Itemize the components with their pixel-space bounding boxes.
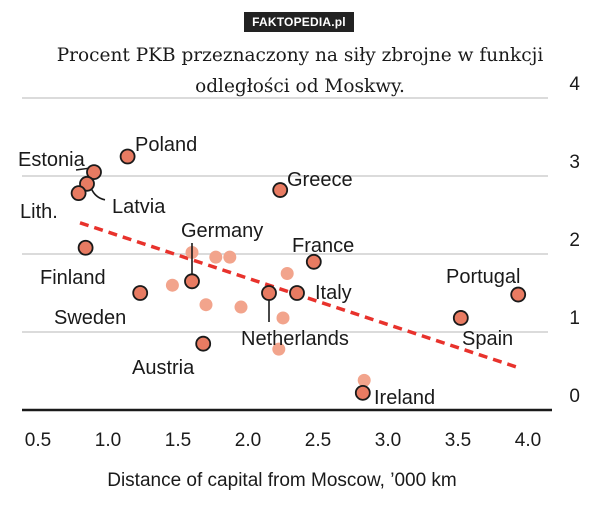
point-poland: [119, 148, 136, 165]
label-estonia: Estonia: [18, 149, 86, 171]
y-tick-label-3: 3: [569, 152, 580, 173]
x-tick-label-2.0: 2.0: [235, 430, 261, 451]
point-unlabeled-2: [209, 250, 223, 264]
label-latvia: Latvia: [112, 196, 166, 218]
x-tick-label-3.5: 3.5: [445, 430, 471, 451]
label-france: France: [292, 235, 354, 257]
point-unlabeled-7: [280, 267, 294, 280]
label-ireland: Ireland: [374, 387, 435, 409]
x-tick-label-1.5: 1.5: [165, 430, 191, 451]
caption: Procent PKB przeznaczony na siły zbrojne…: [0, 40, 600, 102]
x-tick-label-4.0: 4.0: [515, 430, 541, 451]
point-finland: [77, 239, 94, 256]
y-tick-label-1: 1: [569, 308, 580, 329]
x-tick-label-0.5: 0.5: [25, 430, 51, 451]
x-axis-title: Distance of capital from Moscow, ’000 km: [107, 470, 457, 491]
point-sweden: [132, 285, 149, 301]
label-finland: Finland: [40, 267, 106, 289]
label-sweden: Sweden: [54, 307, 126, 329]
point-france: [305, 253, 322, 270]
y-tick-label-4: 4: [569, 74, 580, 95]
label-netherlands: Netherlands: [241, 328, 349, 350]
point-unlabeled-8: [276, 311, 290, 325]
point-estonia: [86, 164, 102, 181]
caption-line-1: Procent PKB przeznaczony na siły zbrojne…: [56, 45, 544, 66]
point-greece: [272, 182, 289, 198]
watermark-badge: FAKTOPEDIA.pl: [244, 12, 354, 32]
point-lith: [70, 185, 87, 202]
label-lith: Lith.: [20, 201, 58, 223]
label-poland: Poland: [135, 134, 197, 156]
point-italy: [289, 285, 305, 301]
label-spain: Spain: [462, 328, 513, 350]
label-greece: Greece: [287, 169, 353, 191]
point-ireland: [354, 384, 371, 401]
point-portugal: [510, 286, 527, 303]
point-unlabeled-5: [199, 298, 213, 312]
x-tick-label-2.5: 2.5: [305, 430, 331, 451]
point-unlabeled-9: [272, 342, 286, 356]
point-unlabeled-6: [234, 300, 248, 314]
leader-latvia: [90, 187, 106, 201]
point-germany: [184, 273, 200, 290]
label-italy: Italy: [315, 282, 352, 304]
point-unlabeled-3: [223, 250, 237, 264]
point-austria: [195, 335, 212, 352]
x-tick-label-3.0: 3.0: [375, 430, 401, 451]
label-portugal: Portugal: [446, 266, 521, 288]
x-tick-label-1.0: 1.0: [95, 430, 121, 451]
point-unlabeled-10: [357, 373, 371, 387]
point-unlabeled-4: [165, 278, 179, 292]
caption-line-2: odległości od Moskwy.: [195, 76, 405, 97]
label-austria: Austria: [132, 357, 195, 379]
point-spain: [452, 310, 469, 326]
point-netherlands: [261, 285, 277, 301]
y-tick-label-2: 2: [569, 230, 580, 251]
label-germany: Germany: [181, 220, 263, 242]
y-tick-label-0: 0: [569, 386, 580, 407]
